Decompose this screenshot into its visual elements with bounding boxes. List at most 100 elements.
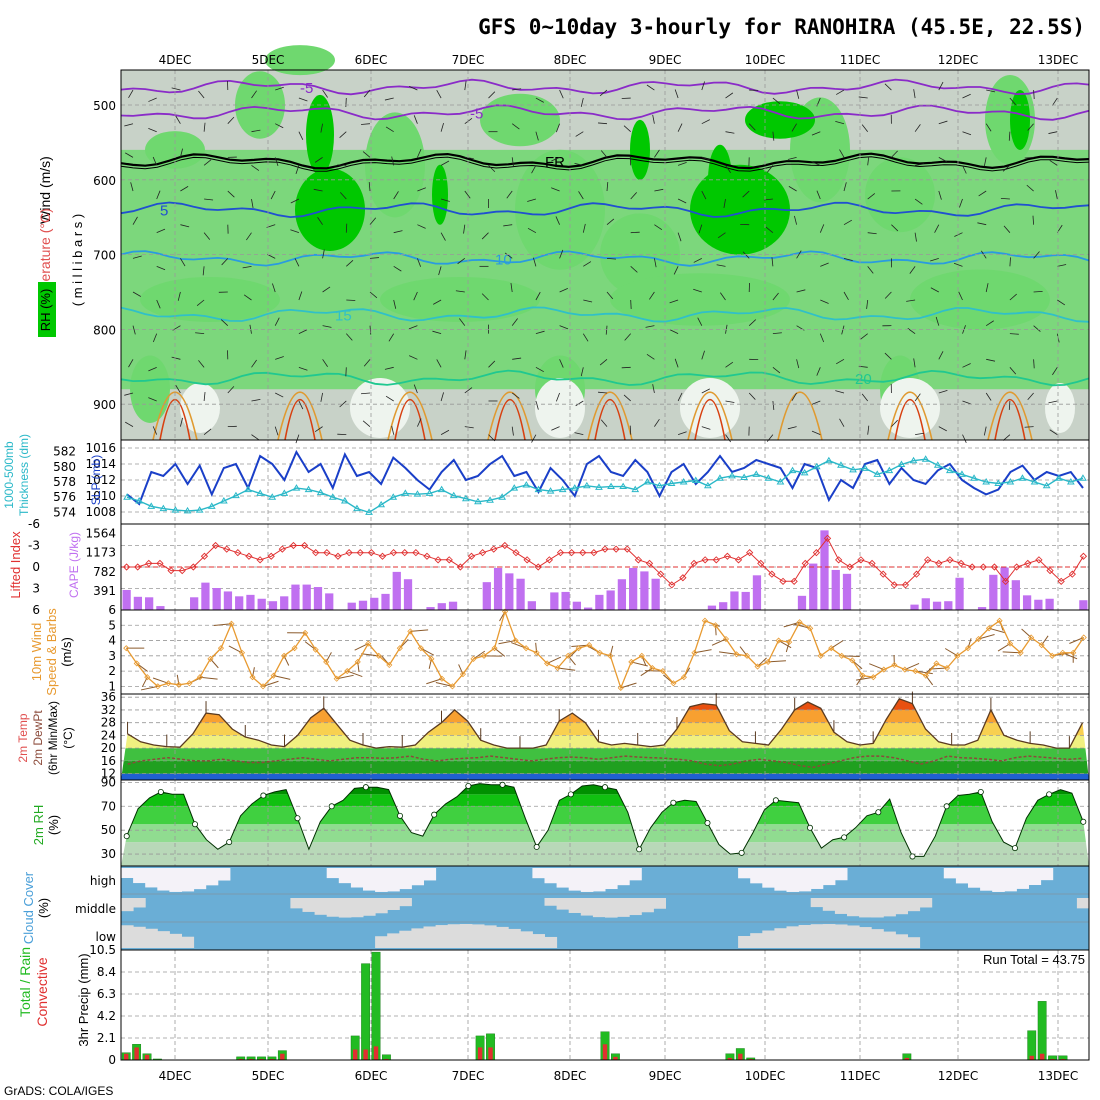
axis-label-line: 2m Temp (16, 713, 30, 762)
wind-barb (339, 400, 347, 408)
wind-barb (891, 419, 898, 427)
cloud-mid-cell (314, 898, 328, 915)
wind-barb (246, 232, 252, 241)
wind-barb (580, 367, 584, 377)
y-tick-label: 6.3 (97, 987, 116, 1001)
cloud-low-cell (834, 924, 848, 948)
wind-marker (701, 617, 709, 624)
thickness-marker (788, 466, 797, 474)
wind-barb (535, 291, 541, 301)
wind-barb (503, 224, 513, 227)
wind-barb (180, 224, 190, 228)
cloud-mid-cell (592, 898, 606, 918)
wind-barb (1052, 97, 1058, 106)
cape-bar (156, 606, 165, 610)
wind-barb (962, 434, 967, 443)
cape-bar (212, 588, 221, 610)
y-tick-label: 20 (101, 741, 116, 755)
cape-bar (122, 589, 131, 610)
y-tick-label: 6 (108, 603, 116, 617)
cape-bar (516, 578, 525, 610)
wind-marker (565, 652, 572, 659)
cape-tick-label: 1173 (85, 546, 116, 560)
wind-barb (623, 394, 631, 402)
wind-barb (294, 258, 300, 267)
wind-barb (132, 216, 138, 225)
li-marker (801, 559, 809, 568)
wind-marker (691, 649, 698, 656)
cloud-low-cell (484, 925, 497, 948)
thickness-marker (328, 493, 337, 500)
wind-barb (623, 125, 631, 132)
cloud-high-cell (556, 868, 570, 888)
wind-barb (393, 230, 403, 234)
wind-barb (510, 283, 513, 293)
axis-label-line: Total / Rain (17, 947, 33, 1017)
thickness-marker (304, 485, 313, 493)
wind-barb (985, 320, 994, 326)
precip-conv-bar (613, 1056, 618, 1060)
wind-barb (535, 330, 545, 335)
thickness-marker (1018, 474, 1027, 481)
wind-barb (697, 317, 703, 326)
cloud-high-cell (181, 868, 195, 892)
wind-barb (772, 400, 775, 410)
wind-marker (133, 660, 140, 667)
wind-barb (512, 357, 522, 360)
li-marker (523, 556, 531, 564)
isotherm-label: -5 (470, 105, 483, 122)
wind-barb (1002, 651, 1021, 654)
wind-barb (535, 400, 539, 410)
run-total-label: Run Total = 43.75 (983, 952, 1085, 967)
date-axes: 4DEC 4DEC 5DEC 5DEC 6DEC 6DEC 7DEC 7DEC 8DEC 8DEC… (159, 53, 1079, 1083)
wind-barb (693, 257, 702, 263)
cloud-high-cell (387, 868, 400, 892)
li-marker (790, 577, 798, 585)
wind-barb (575, 131, 584, 137)
cloud-high-cell (1016, 868, 1029, 889)
rh-marker (602, 784, 609, 791)
cape-bar (617, 579, 627, 610)
axis-label-line: Speed & Barbs (44, 608, 59, 696)
wind-barb (1069, 637, 1084, 644)
axis-label: 2m Temp2m DewPt(6hr Min/Max)(°C) (16, 701, 75, 775)
wind-barb (819, 224, 825, 233)
wind-barb (251, 399, 261, 402)
precip-total-bar (361, 963, 371, 1061)
wind-barb (361, 653, 379, 657)
wind-barb (891, 224, 899, 232)
wind-barb (322, 325, 332, 328)
wind-barb (531, 165, 537, 174)
wind-barb (811, 430, 821, 436)
isotherm-line (120, 250, 1090, 267)
wind-barb (362, 420, 371, 427)
cloud-mid-cell (1076, 898, 1090, 909)
wind-barb (384, 97, 394, 101)
li-line (126, 537, 1084, 586)
thickness-marker (232, 491, 240, 499)
cloud-high-cell (375, 868, 388, 892)
cloud-row-label: low (96, 930, 117, 944)
li-marker (634, 556, 643, 564)
wind-barb (463, 224, 466, 234)
wind-barb (962, 165, 967, 174)
wind-barb (551, 187, 560, 192)
wind-barb (725, 361, 734, 368)
li-marker (356, 549, 364, 557)
rh-marker (636, 846, 643, 853)
rh-region (630, 119, 650, 180)
wind-barb (128, 359, 134, 368)
date-tick-top: 10DEC (745, 53, 785, 67)
wind-barb (867, 266, 874, 274)
wind-barb (771, 257, 774, 267)
wind-marker (964, 645, 972, 652)
axis-label-line: (6hr Min/Max) (46, 701, 60, 775)
li-tick-label: -3 (28, 539, 40, 553)
cloud-high-cell (810, 868, 824, 889)
date-tick-top: 6DEC (355, 53, 388, 67)
wind-barb (506, 190, 513, 199)
rh-region (180, 382, 220, 433)
li-tick-label: 6 (32, 603, 40, 617)
wind-barb (295, 165, 300, 174)
